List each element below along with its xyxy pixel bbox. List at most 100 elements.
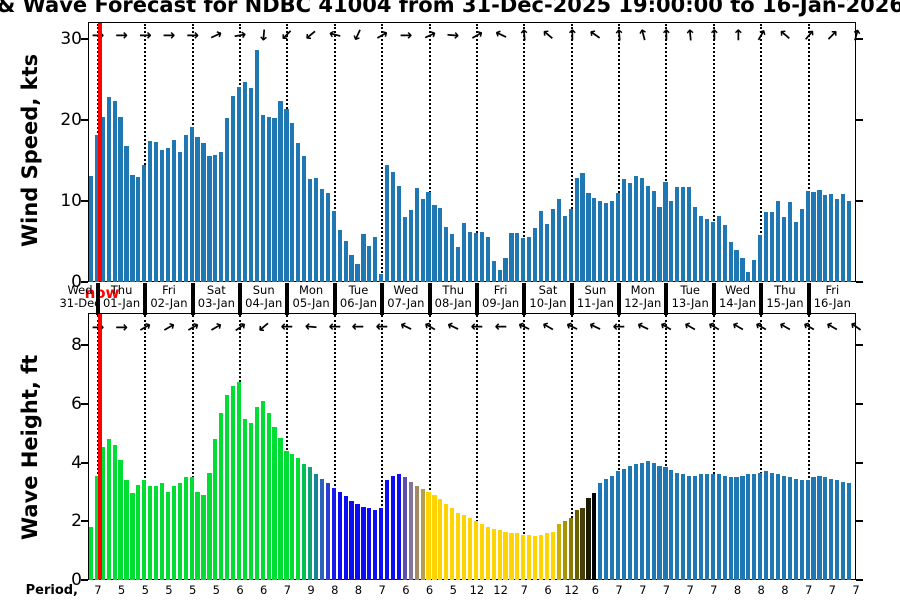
wave-direction-arrow-icon: → (304, 317, 319, 337)
wave-bar (213, 439, 218, 580)
wind-bar (450, 234, 455, 282)
wave-bar (361, 506, 366, 580)
wind-bar (681, 187, 686, 282)
wave-ytick-label: 2 (71, 511, 82, 532)
day-separator-tick (711, 283, 716, 315)
wave-bar (775, 474, 781, 580)
wind-bar (248, 88, 253, 282)
period-value: 5 (449, 583, 457, 597)
wave-gridline (760, 315, 763, 578)
wind-ytick-label: 0 (71, 272, 82, 292)
wind-bar (633, 175, 638, 282)
wave-ytick-mark-right (856, 579, 863, 581)
day-label: Thu 01-Jan (92, 284, 152, 309)
wind-bar (485, 236, 490, 282)
wind-bar (497, 269, 502, 282)
wave-bar (521, 534, 526, 580)
wind-bar (805, 191, 810, 282)
wave-bar (627, 465, 633, 580)
wind-bar (361, 234, 366, 282)
wave-gridline (807, 315, 810, 578)
wind-bar (159, 149, 165, 282)
day-date: 11-Jan (576, 295, 614, 310)
day-separator-tick (474, 283, 479, 315)
wind-bar (846, 201, 852, 282)
wave-bar (527, 534, 532, 580)
period-value: 6 (260, 583, 268, 597)
wind-bar (385, 165, 390, 282)
wave-bar (544, 533, 550, 580)
period-value: 7 (378, 583, 386, 597)
day-of-week: Thu (774, 283, 796, 297)
wind-bar (284, 109, 289, 282)
wave-bar (657, 465, 662, 580)
wave-ytick-mark (81, 402, 88, 405)
day-of-week: Mon (298, 283, 324, 297)
wave-bar (272, 427, 277, 580)
wave-bar (769, 472, 775, 580)
wind-bar (521, 238, 526, 282)
day-of-week: Fri (493, 283, 508, 297)
wave-bar (533, 535, 538, 580)
wind-bar (710, 222, 715, 282)
period-value: 6 (236, 583, 244, 597)
day-separator-tick (427, 283, 432, 315)
wind-direction-arrow-icon: → (609, 27, 629, 43)
wave-bar (687, 475, 692, 580)
wind-bar (698, 216, 704, 282)
wave-bar (479, 524, 484, 580)
wave-bar (367, 508, 372, 580)
wind-direction-arrow-icon: → (115, 26, 128, 44)
wind-gridline (618, 24, 621, 280)
wave-ytick-label: 6 (71, 393, 82, 414)
wave-bar (663, 467, 668, 580)
wave-direction-arrow-icon: → (375, 318, 389, 336)
wave-bar (130, 493, 135, 580)
wind-bar (331, 210, 336, 282)
wave-bar (746, 474, 751, 580)
wind-direction-arrow-icon: → (514, 27, 534, 43)
wave-bar (586, 497, 591, 580)
wave-bar (758, 472, 763, 580)
wave-direction-arrow-icon: → (281, 318, 294, 336)
wave-bar (846, 483, 852, 580)
wave-bar (100, 446, 105, 580)
wind-bar (509, 233, 514, 282)
period-value: 7 (639, 583, 647, 597)
wave-direction-arrow-icon: → (612, 318, 626, 336)
wave-bar (539, 534, 544, 580)
period-value: 5 (165, 583, 173, 597)
wind-direction-arrow-icon: → (232, 25, 248, 45)
wind-gridline (712, 24, 715, 280)
wave-ytick-label: 0 (71, 570, 82, 590)
day-separator-tick (190, 283, 195, 315)
wind-gridline (760, 24, 763, 280)
wind-direction-arrow-icon: → (254, 27, 274, 43)
day-date: 15-Jan (766, 295, 804, 310)
wind-bar (752, 260, 757, 282)
wind-bar (189, 127, 194, 282)
wind-bar (426, 192, 431, 282)
day-separator-tick (332, 283, 337, 315)
period-value: 7 (520, 583, 528, 597)
wave-now-line (98, 314, 102, 579)
wind-bar (266, 116, 271, 282)
wave-bar (462, 515, 467, 580)
wind-bar (793, 222, 798, 282)
wave-bar (278, 437, 283, 580)
wave-bar (485, 527, 490, 580)
day-separator-tick (95, 283, 100, 315)
wind-ytick-mark (81, 38, 88, 40)
wind-bar (781, 217, 787, 282)
wave-bar (604, 478, 609, 580)
wave-gridline (144, 315, 147, 578)
wave-bar (225, 395, 230, 580)
day-separator-tick (664, 283, 669, 315)
period-value: 7 (852, 583, 860, 597)
wave-bar (728, 477, 733, 580)
wind-bar (574, 178, 579, 282)
wind-bar (302, 155, 307, 282)
wind-bar (769, 212, 775, 282)
day-of-week: Fri (162, 283, 176, 297)
wave-bar (473, 521, 479, 580)
